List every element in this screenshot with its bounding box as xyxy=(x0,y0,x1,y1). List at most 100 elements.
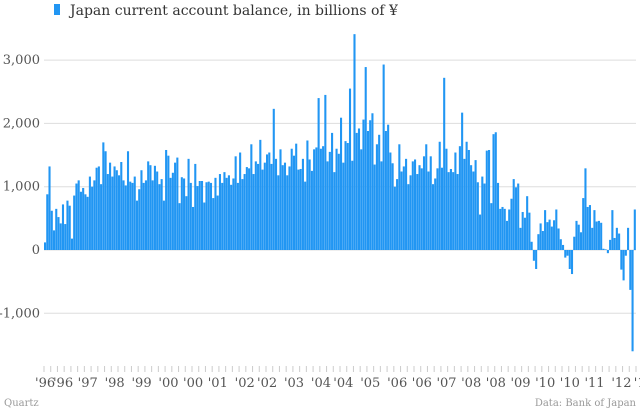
x-tick-label: '12 xyxy=(634,376,640,391)
bar xyxy=(375,144,378,250)
bar xyxy=(176,157,179,250)
bar xyxy=(115,170,118,250)
bar xyxy=(611,210,614,250)
bar xyxy=(328,151,331,250)
x-tick-label: '10 xyxy=(535,376,555,391)
bar xyxy=(212,198,215,250)
bar xyxy=(248,168,251,250)
bar xyxy=(400,171,403,250)
bar xyxy=(512,179,515,250)
bar xyxy=(46,194,49,250)
x-tick-label: '07 xyxy=(436,376,456,391)
y-tick-label: 0 xyxy=(32,243,40,258)
bar xyxy=(171,172,174,250)
bar xyxy=(122,180,125,250)
bar xyxy=(582,198,585,250)
bar xyxy=(326,161,329,250)
x-tick-label: '02 xyxy=(235,376,255,391)
bar xyxy=(606,250,609,254)
y-axis-ticks: -1,000 0 1,000 2,000 3,000 xyxy=(0,53,40,321)
bar xyxy=(106,174,109,250)
bar xyxy=(422,156,426,250)
bar xyxy=(104,151,107,250)
bar xyxy=(274,158,278,250)
bar xyxy=(521,212,524,250)
y-tick-label: 3,000 xyxy=(3,53,40,68)
bar xyxy=(523,217,526,250)
bar xyxy=(508,209,511,250)
bar xyxy=(214,177,217,250)
bar xyxy=(362,119,365,250)
bar xyxy=(440,167,443,250)
bar xyxy=(618,233,621,250)
bar xyxy=(452,172,455,250)
bar xyxy=(319,148,322,250)
x-tick-label: '08 xyxy=(461,376,481,391)
bar xyxy=(232,178,235,250)
bar xyxy=(337,153,340,250)
bar xyxy=(416,174,419,250)
bar xyxy=(346,143,349,250)
bar xyxy=(503,208,506,250)
bar xyxy=(633,209,636,250)
bar xyxy=(270,163,273,250)
bar xyxy=(230,184,233,250)
bar xyxy=(461,112,464,250)
bar xyxy=(436,168,439,250)
bar xyxy=(118,175,121,250)
bar xyxy=(129,181,132,250)
bar xyxy=(140,170,143,250)
bar xyxy=(357,128,361,250)
bar xyxy=(180,177,183,250)
bar xyxy=(496,182,500,250)
bar xyxy=(429,156,432,250)
bar xyxy=(261,169,264,250)
bar xyxy=(490,203,493,250)
bar xyxy=(467,149,470,250)
bar xyxy=(52,230,56,250)
bar xyxy=(595,221,598,250)
footer-data-credit: Data: Bank of Japan xyxy=(535,398,637,409)
bar xyxy=(396,179,399,250)
bar xyxy=(236,182,239,250)
bar xyxy=(281,165,284,250)
bar xyxy=(387,124,390,250)
bar xyxy=(70,238,73,250)
x-tick-label: '06 xyxy=(412,376,432,391)
bar xyxy=(591,227,594,250)
bar xyxy=(216,195,219,250)
bar xyxy=(604,249,607,250)
bar xyxy=(198,181,201,250)
footer: Quartz Data: Bank of Japan xyxy=(4,398,637,409)
bar xyxy=(546,222,549,250)
bar xyxy=(174,162,177,250)
x-tick-label: '01 xyxy=(208,376,228,391)
bar xyxy=(221,182,224,250)
bar xyxy=(59,223,62,250)
bar xyxy=(360,149,363,250)
bar xyxy=(259,139,262,250)
x-tick-label: '08 xyxy=(486,376,506,391)
bar xyxy=(456,174,459,250)
bar xyxy=(488,149,491,250)
bar xyxy=(402,166,405,250)
bar xyxy=(288,166,291,250)
bar xyxy=(568,250,571,269)
bar xyxy=(239,152,242,250)
bar xyxy=(147,161,150,250)
bar xyxy=(245,167,248,250)
bar xyxy=(624,250,627,256)
bar xyxy=(425,144,428,250)
bar xyxy=(562,244,565,250)
bar xyxy=(301,158,304,250)
bar xyxy=(597,220,600,250)
bar xyxy=(414,159,417,250)
bar xyxy=(306,140,309,250)
bar xyxy=(532,250,535,261)
bar xyxy=(564,250,567,258)
bar xyxy=(463,158,466,250)
bar xyxy=(514,187,517,250)
bar xyxy=(485,150,488,250)
bar xyxy=(355,132,358,250)
bar xyxy=(373,164,376,250)
